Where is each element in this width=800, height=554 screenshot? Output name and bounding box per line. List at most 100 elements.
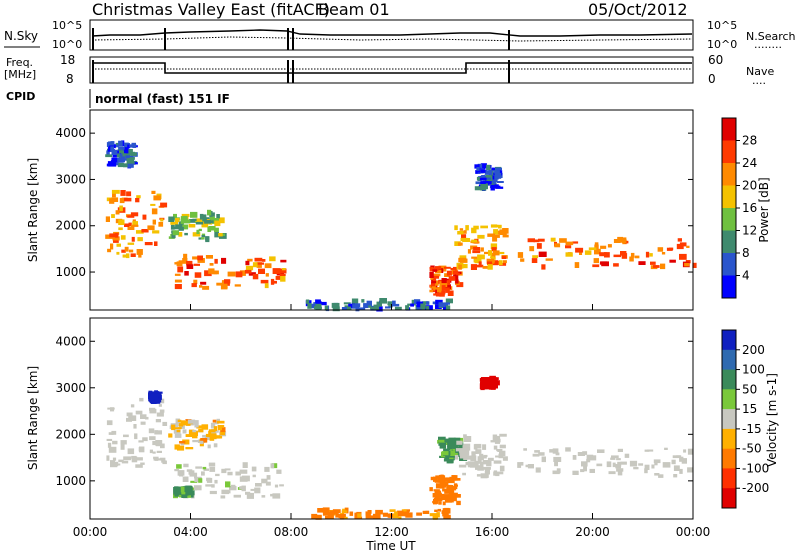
colorbar-segment [722, 389, 736, 410]
echo-cell [621, 237, 627, 243]
echo-cell [482, 444, 487, 450]
echo-cell [442, 488, 447, 492]
echo-cell [430, 277, 434, 280]
echo-cell [108, 141, 115, 146]
echo-cell [178, 226, 184, 231]
echo-cell [357, 516, 363, 520]
echo-cell [437, 477, 443, 483]
echo-cell [533, 239, 540, 243]
echo-cell [367, 510, 372, 514]
echo-cell [279, 268, 287, 274]
echo-cell [173, 487, 181, 493]
echo-cell [653, 459, 661, 464]
figure-title: Christmas Valley East (fitACF) [92, 0, 330, 19]
echo-cell [527, 238, 535, 243]
echo-cell [555, 452, 560, 456]
echo-cell [442, 483, 447, 488]
echo-cell [499, 251, 505, 255]
y-tick-label: 4000 [55, 334, 86, 348]
echo-cell [105, 234, 113, 239]
echo-cell [209, 490, 217, 495]
echo-cell [227, 271, 236, 277]
echo-cell [520, 258, 525, 262]
echo-cell [347, 306, 352, 310]
echo-cell [617, 236, 623, 243]
echo-cell [355, 306, 360, 312]
echo-cell [273, 280, 277, 284]
echo-cell [493, 224, 499, 228]
echo-cell [221, 257, 227, 264]
echo-cell [480, 165, 486, 170]
echo-cell [396, 510, 404, 517]
echo-cell [183, 486, 187, 490]
echo-cell [233, 494, 241, 498]
echo-cell [213, 443, 218, 448]
echo-cell [212, 419, 217, 423]
echo-cell [432, 269, 438, 272]
nsearch-legend: ........ [754, 38, 782, 51]
echo-cell [152, 230, 160, 234]
echo-cell [450, 450, 458, 456]
echo-cell [553, 456, 562, 462]
echo-cell [271, 463, 278, 469]
colorbar-segment [722, 275, 736, 299]
echo-cell [394, 306, 402, 310]
echo-cell [208, 429, 216, 433]
echo-cell [435, 293, 443, 297]
echo-cell [190, 211, 198, 218]
echo-cell [128, 415, 137, 421]
echo-cell [454, 241, 461, 246]
echo-cell [499, 444, 506, 449]
echo-cell [594, 248, 601, 255]
echo-cell [444, 494, 449, 501]
colorbar-segment [722, 185, 736, 209]
echo-cell [473, 247, 481, 251]
echo-cell [199, 213, 204, 220]
echo-cell [192, 430, 198, 436]
echo-cell [274, 484, 279, 488]
echo-cell [456, 282, 464, 288]
y-tick-label: 4000 [55, 126, 86, 140]
echo-cell [214, 220, 221, 227]
echo-cell [185, 422, 191, 426]
echo-cell [352, 304, 359, 309]
echo-cell [328, 513, 334, 519]
echo-cell [644, 464, 650, 470]
echo-cell [366, 300, 372, 307]
echo-cell [320, 301, 327, 306]
echo-cell [633, 467, 639, 470]
echo-cell [246, 492, 254, 499]
echo-cell [134, 433, 138, 440]
echo-cell [394, 511, 398, 517]
echo-cell [679, 253, 687, 260]
echo-cell [387, 301, 393, 306]
echo-cell [554, 460, 558, 467]
freq-panel [89, 56, 694, 84]
echo-cell [202, 217, 210, 223]
cpid-label: CPID [6, 90, 35, 103]
echo-cell [191, 283, 197, 288]
echo-cell [112, 193, 116, 198]
echo-cell [477, 466, 484, 471]
echo-cell [310, 303, 316, 309]
echo-cell [106, 420, 113, 426]
echo-cell [270, 463, 275, 469]
echo-cell [115, 210, 120, 215]
echo-cell [199, 285, 203, 288]
echo-cell [490, 256, 495, 259]
colorbar-tick-label: -50 [742, 442, 762, 456]
echo-cell [110, 407, 115, 412]
echo-cell [498, 453, 504, 459]
echo-cell [496, 471, 504, 475]
echo-cell [480, 455, 487, 459]
echo-cell [242, 462, 248, 468]
noise-gaps [92, 28, 510, 50]
echo-cell [256, 262, 262, 268]
echo-cell [201, 237, 205, 240]
echo-cell [458, 257, 467, 263]
echo-cell [135, 464, 143, 468]
echo-cell [154, 398, 162, 403]
echo-cell [160, 443, 165, 449]
echo-cell [214, 232, 219, 238]
echo-cell [679, 468, 683, 474]
